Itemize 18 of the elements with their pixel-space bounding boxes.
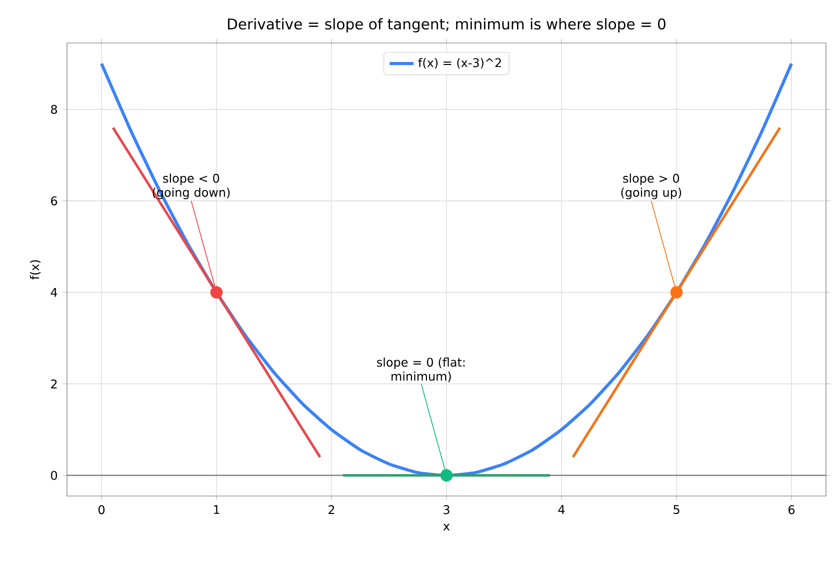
- annotation: slope = 0 (flat: minimum): [377, 357, 465, 382]
- x-tick-label: 1: [214, 505, 220, 514]
- x-tick-label: 0: [98, 505, 105, 514]
- y-axis-title: f(x): [30, 260, 41, 280]
- x-tick-label: 5: [674, 505, 680, 514]
- y-tick-label: 4: [50, 288, 58, 297]
- y-tick-label: 2: [51, 379, 57, 388]
- y-tick-label: 8: [51, 104, 58, 114]
- x-tick-label: 3: [444, 505, 450, 514]
- x-tick-label: 6: [788, 505, 795, 514]
- chart-title: Derivative = slope of tangent; minimum is where slope = 0: [228, 18, 666, 32]
- x-axis-title: x: [443, 524, 450, 530]
- x-tick-label: 4: [558, 505, 565, 514]
- legend-label: f(x) = (x-3)^2: [418, 58, 501, 69]
- y-tick-label: 0: [51, 470, 58, 480]
- annotation: slope > 0 (going up): [621, 174, 682, 200]
- x-tick-label: 2: [328, 505, 334, 514]
- y-tick-label: 6: [51, 196, 58, 206]
